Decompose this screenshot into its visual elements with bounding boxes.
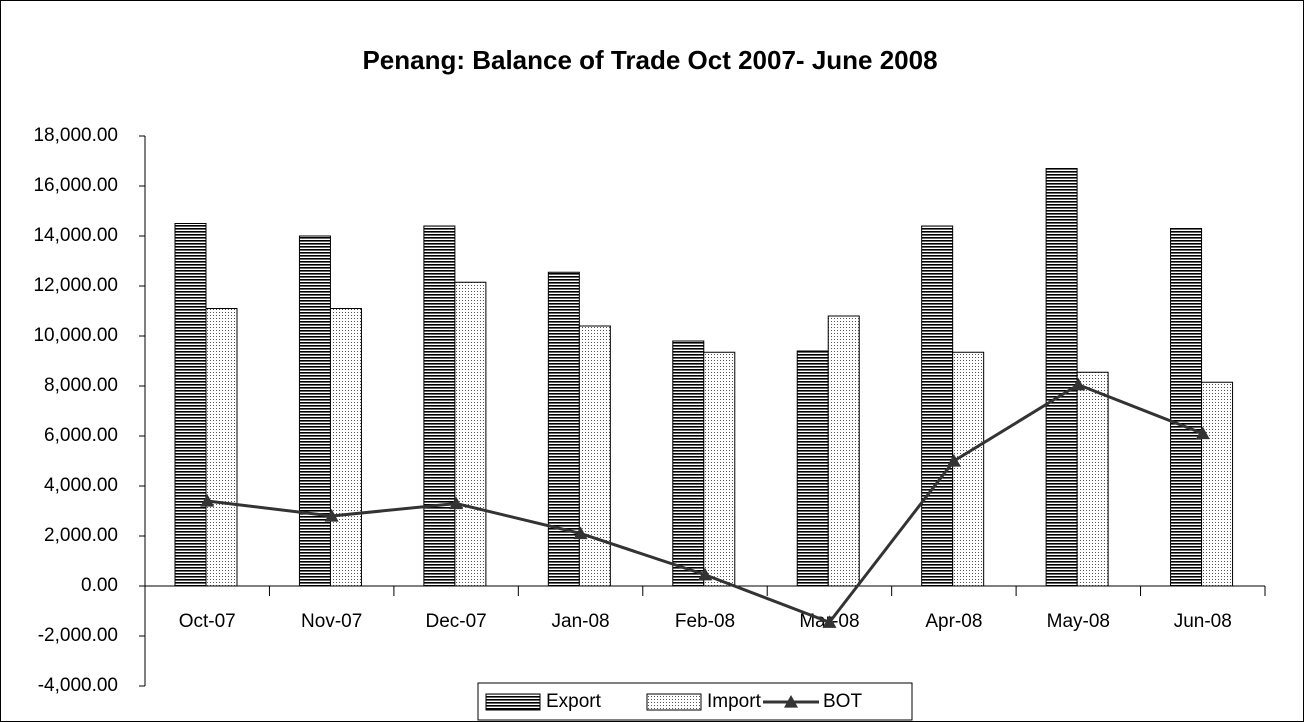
marker [1071, 377, 1086, 391]
bar [1045, 168, 1078, 587]
x-tick-label: Nov-07 [301, 611, 362, 632]
marker [946, 454, 961, 467]
bar [672, 340, 705, 587]
bar [796, 350, 829, 587]
x-tick-label: Jun-08 [1174, 611, 1232, 632]
bar [174, 223, 207, 587]
y-tick-label: 8,000.00 [44, 375, 118, 396]
marker [1195, 426, 1210, 440]
x-tick-label: Jan-08 [552, 611, 610, 632]
bar [547, 271, 580, 587]
bar [423, 225, 456, 587]
y-tick-label: -2,000.00 [38, 625, 118, 646]
legend-swatch [485, 693, 541, 711]
marker [698, 567, 712, 581]
bar [921, 225, 954, 587]
marker [573, 526, 588, 540]
marker [449, 496, 464, 510]
y-tick-label: 14,000.00 [33, 225, 118, 246]
x-tick-label: Dec-07 [425, 611, 486, 632]
bar [952, 351, 985, 587]
y-tick-label: 0.00 [81, 575, 118, 596]
bar [454, 281, 487, 587]
bar [329, 308, 362, 587]
y-tick-label: 12,000.00 [33, 275, 118, 296]
marker [822, 615, 837, 628]
y-tick-label: 2,000.00 [44, 525, 118, 546]
bar [1201, 381, 1234, 587]
legend-swatch [646, 693, 702, 711]
legend-marker [784, 695, 798, 708]
y-tick-label: 10,000.00 [33, 325, 118, 346]
bar [205, 308, 238, 587]
legend-label: BOT [823, 691, 862, 712]
legend-label: Import [707, 691, 762, 712]
y-tick-label: 4,000.00 [44, 475, 118, 496]
x-tick-label: Feb-08 [675, 611, 735, 632]
y-tick-label: 16,000.00 [33, 175, 118, 196]
marker [324, 509, 339, 522]
x-tick-label: May-08 [1047, 611, 1110, 632]
bar [1170, 228, 1203, 587]
marker [200, 494, 215, 507]
y-tick-label: 6,000.00 [44, 425, 118, 446]
bar [578, 325, 611, 587]
bar [703, 351, 736, 587]
chart-title: Penang: Balance of Trade Oct 2007- June … [362, 45, 937, 75]
bar [1076, 371, 1109, 587]
x-tick-label: Apr-08 [925, 611, 982, 632]
bar [827, 315, 860, 587]
x-tick-label: Oct-07 [179, 611, 236, 632]
legend-label: Export [546, 691, 602, 712]
bar [298, 235, 331, 587]
y-tick-label: -4,000.00 [38, 675, 118, 696]
y-tick-label: 18,000.00 [33, 125, 118, 146]
